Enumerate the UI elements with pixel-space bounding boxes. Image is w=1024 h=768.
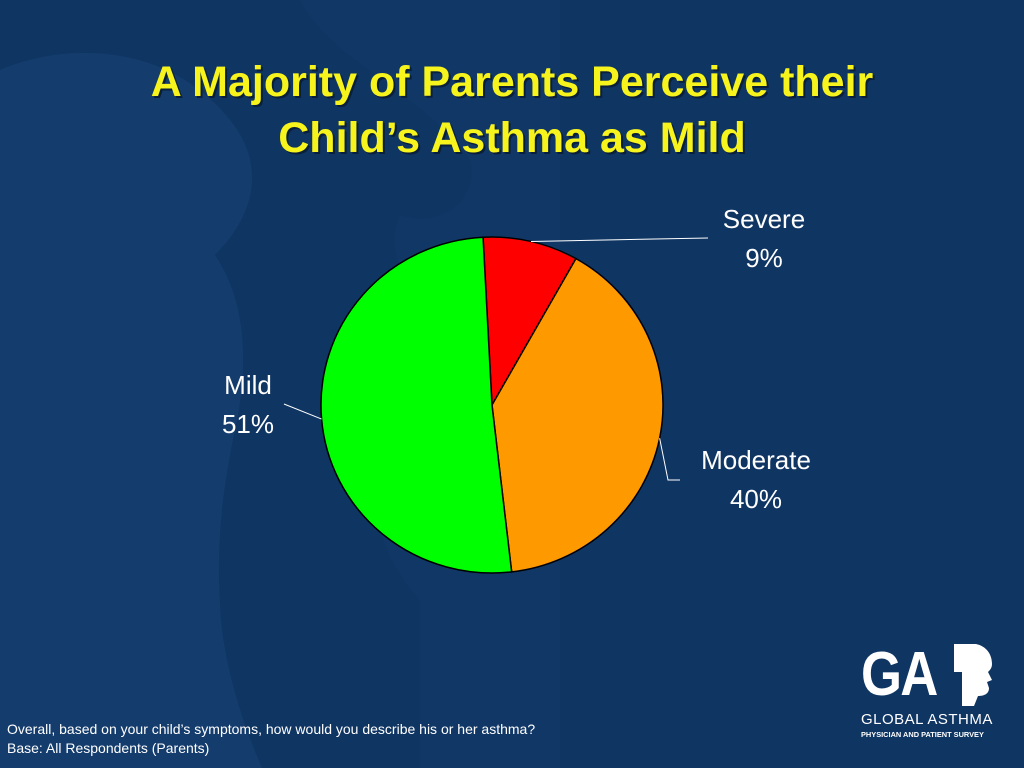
slice-label-mild: Mild xyxy=(224,370,272,400)
slice-label-severe: Severe xyxy=(723,204,805,234)
slice-value-severe: 9% xyxy=(745,243,783,273)
gap-logo: GA GLOBAL ASTHMA PHYSICIAN AND PATIENT S… xyxy=(838,642,998,746)
slice-value-moderate: 40% xyxy=(730,484,782,514)
leader-line-mild xyxy=(283,403,322,420)
slice-value-mild: 51% xyxy=(222,409,274,439)
logo-letters: GA xyxy=(861,640,938,709)
pie-slice-severe xyxy=(482,236,577,408)
logo-line-1: GLOBAL ASTHMA xyxy=(861,711,993,728)
slice-label-moderate: Moderate xyxy=(701,445,811,475)
pie-slice-mild xyxy=(320,236,513,574)
leader-line-severe xyxy=(531,237,709,242)
footer-question: Overall, based on your child’s symptoms,… xyxy=(7,721,536,737)
leader-line-moderate xyxy=(659,438,680,481)
footer-base: Base: All Respondents (Parents) xyxy=(7,740,210,756)
title-line-1: A Majority of Parents Perceive their xyxy=(150,57,874,106)
footer-note: Overall, based on your child’s symptoms,… xyxy=(7,720,535,758)
head-profile-icon xyxy=(954,644,992,706)
logo-line-2: PHYSICIAN AND PATIENT SURVEY xyxy=(861,730,984,739)
slide-title: A Majority of Parents Perceive their Chi… xyxy=(20,54,1004,166)
title-line-2: Child’s Asthma as Mild xyxy=(278,113,746,162)
